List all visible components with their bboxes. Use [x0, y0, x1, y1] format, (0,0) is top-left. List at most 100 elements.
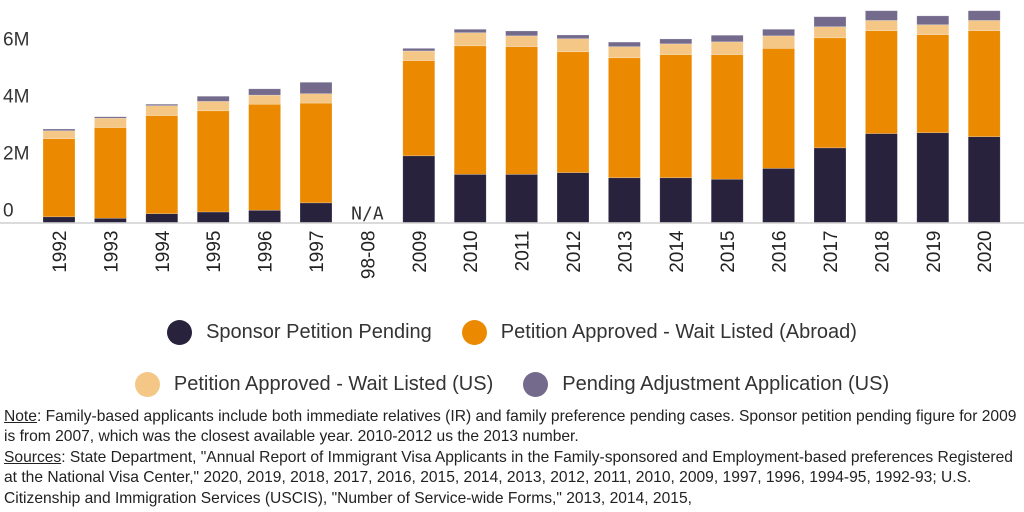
bar-segment — [453, 174, 487, 223]
bar-segment — [659, 54, 693, 179]
legend-swatch — [134, 372, 160, 397]
x-tick-label: 1994 — [153, 230, 174, 273]
bar-segment — [916, 15, 950, 26]
bar-segment — [299, 202, 333, 223]
x-tick-label: 98-08 — [358, 231, 379, 280]
legend-label: Petition Approved - Wait Listed (US) — [173, 373, 494, 395]
bar-segment — [556, 38, 590, 53]
y-tick-label: 6M — [3, 30, 29, 51]
bar-segment — [865, 20, 898, 31]
x-tick-label: 2009 — [410, 231, 431, 273]
x-tick-label: 2014 — [667, 230, 688, 273]
legend-row-2: Petition Approved - Wait Listed (US) Pen… — [0, 372, 1024, 397]
bar-segment — [556, 34, 590, 39]
bar-segment — [94, 217, 127, 223]
bar-segment — [402, 50, 436, 61]
legend-item-wait-listed-abroad: Petition Approved - Wait Listed (Abroad) — [461, 320, 857, 345]
note-label: Note — [4, 408, 37, 425]
bar-segment — [608, 177, 641, 223]
bar-segment — [710, 41, 744, 55]
bar-segment — [813, 16, 847, 28]
bar-segment — [505, 35, 538, 47]
legend-swatch — [461, 320, 487, 345]
x-tick-label: 2013 — [615, 231, 636, 273]
x-tick-label: 2020 — [975, 231, 996, 273]
bar-segment — [145, 105, 179, 116]
y-tick-label: 2M — [3, 144, 29, 165]
missing-data-label: N/A — [351, 204, 384, 225]
sources: Sources: State Department, "Annual Repor… — [4, 448, 1024, 509]
x-tick-label: 1992 — [50, 231, 71, 273]
bar-segment — [967, 30, 1001, 138]
bar-segment — [505, 46, 538, 175]
legend-swatch — [523, 372, 549, 397]
x-tick-label: 2017 — [821, 231, 842, 273]
legend-swatch — [167, 320, 193, 345]
bar-segment — [710, 178, 744, 223]
x-tick-label: 2012 — [564, 231, 585, 273]
legend-label: Sponsor Petition Pending — [206, 321, 432, 343]
legend-item-sponsor-petition-pending: Sponsor Petition Pending — [167, 320, 432, 345]
x-tick-label: 1995 — [204, 231, 225, 273]
bar-segment — [659, 43, 693, 55]
bar-segment — [196, 95, 230, 102]
y-tick-label: 4M — [3, 87, 29, 108]
bar-segment — [196, 211, 230, 223]
bar-segment — [608, 57, 641, 179]
y-tick-label: 0 — [3, 201, 14, 222]
bar-segment — [762, 48, 795, 169]
bar-segment — [196, 110, 230, 213]
bar-segment — [145, 213, 179, 223]
bar-segment — [145, 115, 179, 214]
bar-segment — [813, 37, 847, 149]
bar-segment — [453, 32, 487, 47]
bar-segment — [453, 28, 487, 33]
bar-segment — [248, 94, 281, 105]
stacked-bar-chart: 0 2M 4M 6M 1992 1993 1994 1995 1996 1997 N/A 98-08 2… — [0, 10, 1024, 280]
bar-segment — [42, 128, 76, 132]
bar-segment — [505, 174, 538, 223]
x-tick-label: 2016 — [770, 231, 791, 273]
bar-segment — [710, 54, 744, 180]
bar-segment — [145, 103, 179, 106]
bar-segment — [608, 41, 641, 47]
bar-segment — [248, 88, 281, 96]
sources-label: Sources — [4, 448, 62, 466]
sources-text: : State Department, "Annual Report of Im… — [4, 448, 1013, 507]
bar-segment — [453, 45, 487, 175]
legend-label: Pending Adjustment Application (US) — [562, 373, 890, 395]
x-tick-label: 2015 — [718, 231, 739, 273]
bar-segment — [865, 30, 898, 134]
bar-segment — [967, 136, 1001, 223]
x-tick-label: 1993 — [101, 231, 122, 273]
x-tick-label: 2010 — [461, 231, 482, 273]
bar-segment — [248, 103, 281, 211]
x-tick-label: 2019 — [924, 231, 945, 273]
bar-segment — [402, 48, 436, 52]
bar-segment — [94, 117, 127, 128]
x-tick-label: 1997 — [307, 231, 328, 273]
bar-segment — [762, 168, 795, 223]
bar-segment — [659, 38, 693, 45]
x-tick-label: 1996 — [256, 231, 277, 273]
legend-label: Petition Approved - Wait Listed (Abroad) — [500, 321, 857, 343]
bar-segment — [865, 10, 898, 21]
bar-segment — [42, 138, 76, 218]
bar-segment — [556, 51, 590, 173]
x-tick-label: 2018 — [872, 231, 893, 273]
bar-segment — [248, 209, 281, 223]
bar-segment — [299, 81, 333, 94]
bar-segment — [299, 93, 333, 104]
bar-segment — [967, 20, 1001, 31]
bar-segment — [94, 127, 127, 219]
legend-row-1: Sponsor Petition Pending Petition Approv… — [0, 320, 1024, 345]
bar-segment — [402, 155, 436, 223]
bar-segment — [402, 60, 436, 157]
note-text: : Family-based applicants include both i… — [4, 408, 1017, 446]
chart-notes: Note: Family-based applicants include bo… — [4, 407, 1024, 509]
bar-segment — [556, 172, 590, 223]
legend-item-pending-adjustment: Pending Adjustment Application (US) — [523, 372, 889, 397]
bar-segment — [659, 177, 693, 223]
bar-segment — [813, 26, 847, 39]
bar-segment — [608, 46, 641, 59]
